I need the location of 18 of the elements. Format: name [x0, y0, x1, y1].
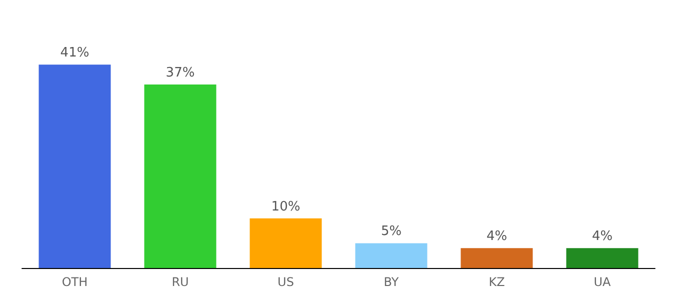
x-tick-label: OTH — [62, 275, 88, 289]
bar — [460, 248, 533, 268]
x-tick-label: RU — [172, 275, 189, 289]
x-tick-label: US — [278, 275, 294, 289]
x-tick-label: KZ — [488, 275, 505, 289]
data-label: 4% — [592, 229, 613, 244]
data-label: 10% — [271, 199, 300, 214]
bar — [250, 218, 322, 268]
data-label: 37% — [166, 65, 195, 80]
data-label: 41% — [60, 46, 90, 61]
data-label: 4% — [486, 229, 508, 244]
bar — [38, 64, 111, 268]
x-tick-label: UA — [594, 275, 612, 289]
bar — [144, 84, 216, 268]
data-label: 5% — [380, 224, 402, 240]
bar — [355, 243, 428, 268]
x-tick-label: BY — [384, 275, 400, 289]
bar — [566, 248, 638, 268]
